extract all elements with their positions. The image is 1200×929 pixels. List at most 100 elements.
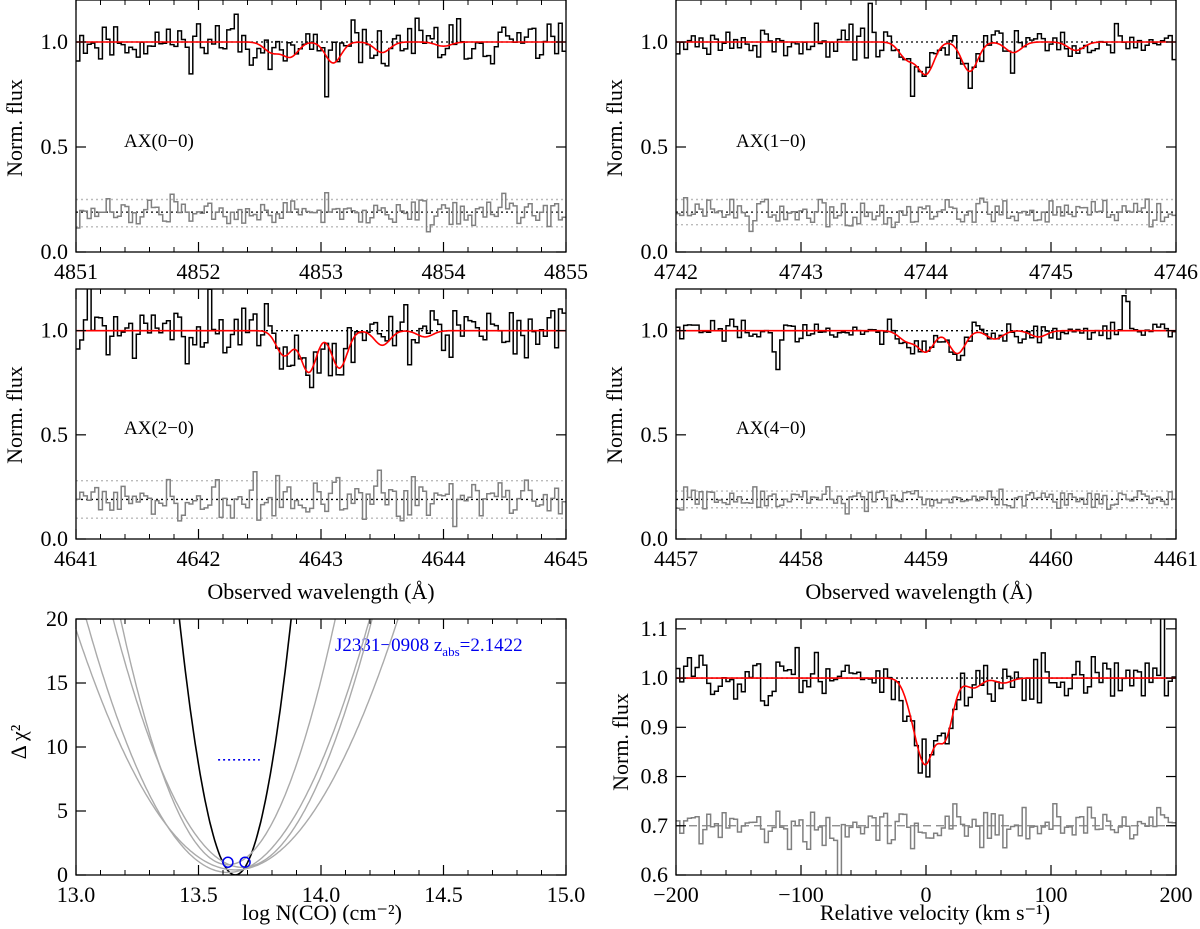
plot-area-4 xyxy=(676,294,1176,515)
x-tick-label-3: 0 xyxy=(921,882,932,907)
panel-label-ax-1-0: AX(1−0) xyxy=(736,131,806,152)
model-line xyxy=(676,41,1176,76)
y-tick-label-2: 0.5 xyxy=(641,422,669,447)
chi2-line-curve-1 xyxy=(85,619,371,874)
panel-velocity: Norm. flux Relative velocity (km s⁻¹) −2… xyxy=(608,616,1193,925)
x-tick-label-1: 4457 xyxy=(654,546,698,571)
panel-ax-1-0: Norm. flux AX(1−0) 4742 4743 4744 4745 4746 0… xyxy=(602,0,1198,284)
spectrum-line xyxy=(76,13,566,98)
spectrum-line xyxy=(76,289,566,389)
panel-label-ax-2-0: AX(2−0) xyxy=(124,418,194,439)
y-tick-label-1: 0.0 xyxy=(41,239,69,264)
y-tick-label-1: 0 xyxy=(57,862,68,887)
panel-label-ax-0-0: AX(0−0) xyxy=(124,131,194,152)
y-tick-label-5: 1.0 xyxy=(641,665,669,690)
x-tick-label-3: 4643 xyxy=(299,546,343,571)
plot-frame-2 xyxy=(675,0,1177,253)
y-tick-label-1: 0.0 xyxy=(641,239,669,264)
x-tick-label-1: 4851 xyxy=(54,259,98,284)
ylabel-panel-1: Norm. flux xyxy=(2,79,27,177)
y-tick-label-4: 0.9 xyxy=(641,714,669,739)
y-tick-label-3: 10 xyxy=(46,734,68,759)
y-tick-label-1: 0.0 xyxy=(641,526,669,551)
model-line xyxy=(676,677,1176,766)
x-tick-label-3: 14.0 xyxy=(302,882,341,907)
x-tick-label-4: 4644 xyxy=(422,546,466,571)
panel-ax-4-0: Norm. flux AX(4−0) Observed wavelength (… xyxy=(602,288,1198,604)
spectrum-line xyxy=(676,2,1176,97)
residual-line xyxy=(676,802,1176,875)
y-tick-label-2: 0.5 xyxy=(41,422,69,447)
panel-chi2: Δ χ² log N(CO) (cm⁻²) J2331−0908 zabs=2.… xyxy=(6,606,585,925)
x-tick-label-2: 4852 xyxy=(177,259,221,284)
y-tick-label-3: 0.8 xyxy=(641,764,669,789)
x-tick-label-5: 4461 xyxy=(1154,546,1198,571)
chi2-annotation: J2331−0908 zabs=2.1422 xyxy=(335,635,523,659)
x-tick-label-5: 4645 xyxy=(544,546,588,571)
y-tick-label-3: 1.0 xyxy=(641,318,669,343)
plot-area-2 xyxy=(676,2,1176,233)
chi2-line-curve-2 xyxy=(76,619,399,871)
x-tick-label-3: 4744 xyxy=(904,259,948,284)
x-tick-label-1: 4742 xyxy=(654,259,698,284)
ylabel-panel-3: Norm. flux xyxy=(2,366,27,464)
ylabel-velocity: Norm. flux xyxy=(608,693,633,791)
ylabel-chi2: Δ χ² xyxy=(6,724,31,759)
xlabel-chi2: log N(CO) (cm⁻²) xyxy=(242,900,402,925)
x-tick-label-4: 4460 xyxy=(1029,546,1073,571)
model-line xyxy=(76,41,566,64)
x-tick-label-4: 4745 xyxy=(1029,259,1073,284)
y-tick-label-4: 15 xyxy=(46,670,68,695)
x-tick-label-4: 4854 xyxy=(422,259,466,284)
x-tick-label-3: 4459 xyxy=(904,546,948,571)
annotation-suffix: =2.1422 xyxy=(460,635,523,656)
x-tick-label-5: 4855 xyxy=(544,259,588,284)
plot-area-1 xyxy=(76,13,566,233)
ylabel-panel-4: Norm. flux xyxy=(602,366,627,464)
ylabel-panel-2: Norm. flux xyxy=(602,79,627,177)
x-tick-label-5: 200 xyxy=(1160,882,1193,907)
y-tick-label-2: 0.5 xyxy=(41,134,69,159)
x-tick-label-4: 100 xyxy=(1035,882,1068,907)
plot-frame-5 xyxy=(75,618,567,876)
chi2-line-curve-4 xyxy=(119,619,336,866)
y-tick-label-3: 1.0 xyxy=(41,318,69,343)
x-tick-label-2: 13.5 xyxy=(179,882,218,907)
xlabel-velocity: Relative velocity (km s⁻¹) xyxy=(820,900,1050,925)
x-tick-label-3: 4853 xyxy=(299,259,343,284)
model-line xyxy=(676,329,1176,355)
x-tick-label-1: −200 xyxy=(653,882,698,907)
spectrum-line xyxy=(676,294,1176,371)
x-tick-label-1: 4641 xyxy=(54,546,98,571)
residual-line xyxy=(676,196,1176,233)
residual-line xyxy=(676,485,1176,515)
y-tick-label-2: 5 xyxy=(57,798,68,823)
y-tick-label-3: 1.0 xyxy=(41,29,69,54)
y-tick-label-1: 0.6 xyxy=(641,862,669,887)
y-tick-label-2: 0.5 xyxy=(641,134,669,159)
plot-area-5 xyxy=(76,619,399,875)
panel-ax-0-0: Norm. flux AX(0−0) 4851 4852 4853 4854 4855 0… xyxy=(2,0,588,284)
best-fit-marker-1 xyxy=(222,856,234,868)
y-tick-label-2: 0.7 xyxy=(641,813,669,838)
residual-line xyxy=(76,192,566,233)
y-tick-label-1: 0.0 xyxy=(41,526,69,551)
plot-area-6 xyxy=(676,619,1176,875)
panel-label-ax-4-0: AX(4−0) xyxy=(736,418,806,439)
x-tick-label-2: 4458 xyxy=(779,546,823,571)
y-tick-label-3: 1.0 xyxy=(641,29,669,54)
y-tick-label-6: 1.1 xyxy=(641,616,669,641)
plot-area-3 xyxy=(76,289,566,528)
best-fit-marker-2 xyxy=(239,856,251,868)
x-tick-label-2: 4642 xyxy=(177,546,221,571)
x-tick-label-5: 4746 xyxy=(1154,259,1198,284)
x-tick-label-2: 4743 xyxy=(779,259,823,284)
model-line xyxy=(76,329,566,374)
annotation-subscript: abs xyxy=(442,644,459,659)
y-tick-label-5: 20 xyxy=(46,606,68,631)
panel-ax-2-0: Norm. flux AX(2−0) Observed wavelength (… xyxy=(2,288,588,604)
x-tick-label-1: 13.0 xyxy=(57,882,96,907)
x-tick-label-4: 14.5 xyxy=(424,882,463,907)
x-tick-label-2: −100 xyxy=(778,882,823,907)
